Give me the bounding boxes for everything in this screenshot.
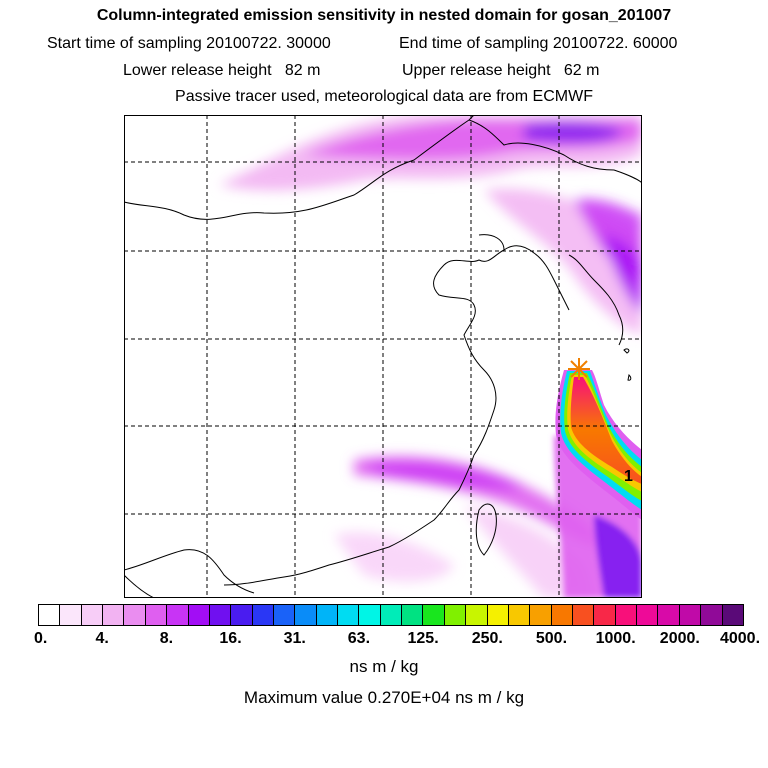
colorbar-swatch xyxy=(658,605,680,625)
colorbar-tick-label: 0. xyxy=(33,630,48,647)
colorbar-tick-label: 63. xyxy=(347,630,371,647)
colorbar-swatch xyxy=(722,605,743,625)
colorbar-swatch xyxy=(679,605,702,625)
colorbar-swatch xyxy=(594,605,616,625)
colorbar-tick-label: 8. xyxy=(159,630,174,647)
graticule xyxy=(124,115,642,598)
map-svg: 1 xyxy=(124,115,642,598)
release-point-star-icon xyxy=(568,358,590,380)
colorbar-swatch xyxy=(252,605,274,625)
colorbar-tick-label: 500. xyxy=(535,630,568,647)
colorbar-swatch xyxy=(444,605,467,625)
start-time-text: Start time of sampling 20100722. 30000 xyxy=(47,35,331,52)
tracer-note: Passive tracer used, meteorological data… xyxy=(175,88,593,105)
colorbar-swatch xyxy=(487,605,509,625)
colorbar-swatch xyxy=(359,605,381,625)
colorbar-tick-label: 31. xyxy=(283,630,306,647)
colorbar-swatch xyxy=(572,605,595,625)
colorbar-swatch xyxy=(701,605,723,625)
sensitivity-map: 1 xyxy=(124,115,642,598)
lower-height-text: Lower release height 82 m xyxy=(123,62,321,79)
colorbar-tick-label: 1000. xyxy=(595,630,636,647)
colorbar-swatch xyxy=(273,605,296,625)
northern-sensitivity-band xyxy=(219,115,642,191)
colorbar-swatch xyxy=(466,605,488,625)
colorbar-swatch xyxy=(188,605,210,625)
central-sensitivity-band xyxy=(334,456,604,598)
colorbar-swatch xyxy=(402,605,424,625)
release-marker-label: 1 xyxy=(624,468,633,485)
colorbar-tick-label: 4000. xyxy=(719,630,761,647)
release-plume xyxy=(555,370,642,520)
colorbar-swatch xyxy=(39,605,61,625)
colorbar-tick-label: 125. xyxy=(407,630,439,647)
colorbar-swatch xyxy=(60,605,82,625)
colorbar-swatch xyxy=(380,605,403,625)
plot-title: Column-integrated emission sensitivity i… xyxy=(96,7,672,24)
colorbar-swatch xyxy=(316,605,339,625)
korea-sensitivity-region xyxy=(484,188,642,335)
colorbar-swatch xyxy=(338,605,360,625)
colorbar xyxy=(38,604,744,626)
colorbar-swatch xyxy=(295,605,317,625)
colorbar-swatch xyxy=(423,605,445,625)
upper-height-text: Upper release height 62 m xyxy=(402,62,600,79)
colorbar-tick-label: 16. xyxy=(219,630,242,647)
colorbar-ticks: 0. 4. 8. 16. 31. 63. 125. 250. 500. 1000. 2000. 400… xyxy=(0,630,768,650)
colorbar-tick-label: 2000. xyxy=(659,630,700,647)
end-time-text: End time of sampling 20100722. 60000 xyxy=(399,35,678,52)
colorbar-swatch xyxy=(124,605,146,625)
colorbar-swatch xyxy=(508,605,531,625)
colorbar-swatch xyxy=(81,605,104,625)
colorbar-swatch xyxy=(530,605,552,625)
colorbar-tick-label: 250. xyxy=(471,630,503,647)
colorbar-swatch xyxy=(145,605,168,625)
maximum-value-text: Maximum value 0.270E+04 ns m / kg xyxy=(243,688,525,707)
coastlines-and-borders xyxy=(124,115,642,598)
colorbar-swatch xyxy=(231,605,253,625)
colorbar-swatch xyxy=(551,605,573,625)
colorbar-swatch xyxy=(209,605,232,625)
colorbar-swatch xyxy=(615,605,638,625)
colorbar-swatch xyxy=(637,605,659,625)
colorbar-units: ns m / kg xyxy=(349,657,419,676)
colorbar-swatch xyxy=(103,605,125,625)
colorbar-tick-label: 4. xyxy=(95,630,109,647)
colorbar-swatch xyxy=(167,605,189,625)
